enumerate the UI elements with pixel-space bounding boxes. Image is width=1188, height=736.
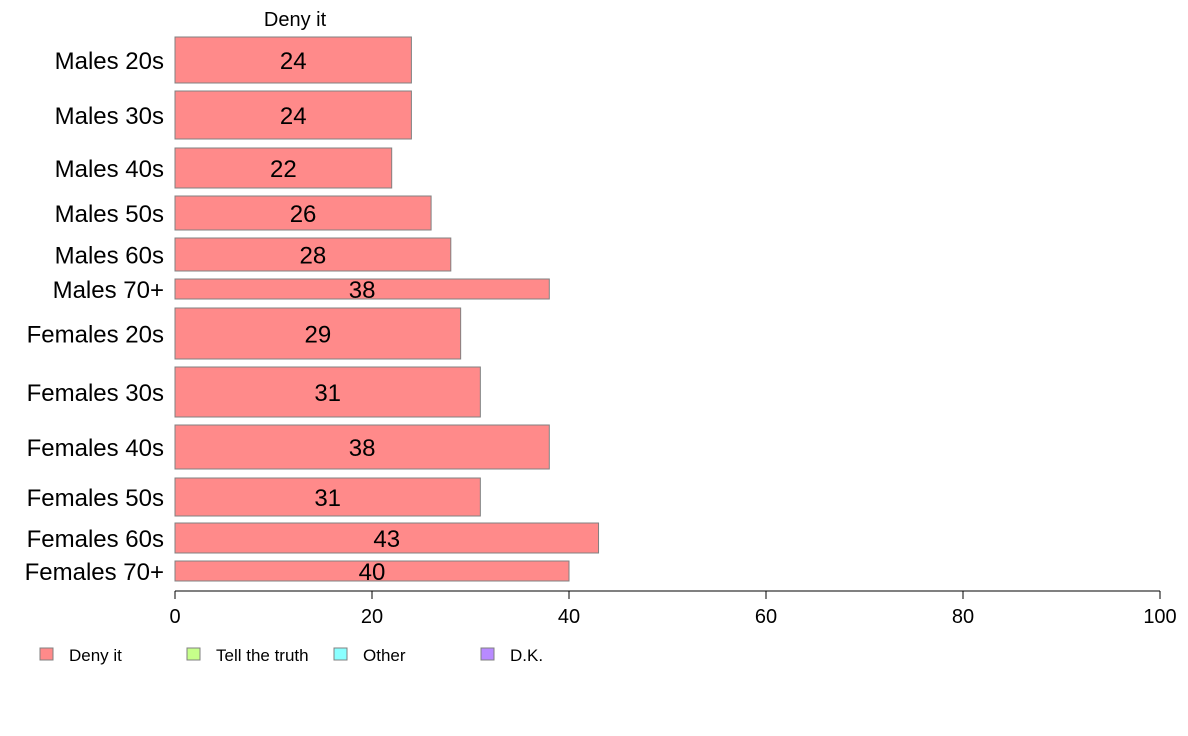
legend-item: D.K. xyxy=(480,646,543,665)
category-label: Females 70+ xyxy=(25,559,164,586)
bar-value-label: 29 xyxy=(304,322,331,349)
bar-10 xyxy=(174,522,600,554)
legend: Deny it Tell the truth Other D.K. xyxy=(39,646,543,665)
bar-7 xyxy=(174,366,481,418)
row-2: Males 40s 22 xyxy=(55,147,393,189)
row-7: Females 30s 31 xyxy=(27,366,481,418)
category-label: Females 20s xyxy=(27,322,164,349)
row-1: Males 30s 24 xyxy=(55,90,412,140)
legend-swatch xyxy=(333,647,348,661)
x-tick-label: 100 xyxy=(1143,606,1176,628)
row-0: Males 20s 24 xyxy=(55,36,412,84)
row-6: Females 20s 29 xyxy=(27,307,462,360)
x-tick-label: 40 xyxy=(558,606,580,628)
bar-value-label: 38 xyxy=(349,435,376,462)
legend-label: Other xyxy=(363,646,406,665)
x-axis: 0 20 40 60 80 100 xyxy=(169,590,1177,628)
legend-swatch xyxy=(186,647,201,661)
bar-8 xyxy=(174,424,550,470)
bar-value-label: 31 xyxy=(314,485,341,512)
category-label: Males 40s xyxy=(55,156,164,183)
x-tick-label: 0 xyxy=(169,606,180,628)
bar-2 xyxy=(174,147,393,189)
bar-6 xyxy=(174,307,462,360)
row-3: Males 50s 26 xyxy=(55,195,432,231)
bar-value-label: 43 xyxy=(373,526,400,553)
bar-value-label: 24 xyxy=(280,103,307,130)
bar-3 xyxy=(174,195,432,231)
bar-value-label: 22 xyxy=(270,156,297,183)
bar-11 xyxy=(174,560,570,582)
legend-label: Deny it xyxy=(69,646,122,665)
legend-item: Other xyxy=(333,646,406,665)
category-label: Males 30s xyxy=(55,103,164,130)
series-label: Deny it xyxy=(264,9,327,31)
category-label: Females 60s xyxy=(27,526,164,553)
category-label: Females 40s xyxy=(27,435,164,462)
bar-1 xyxy=(174,90,412,140)
bar-5 xyxy=(174,278,550,300)
legend-swatch xyxy=(480,647,495,661)
x-tick-label: 80 xyxy=(952,606,974,628)
bar-0 xyxy=(174,36,412,84)
category-label: Males 60s xyxy=(55,243,164,270)
legend-item: Deny it xyxy=(39,646,122,665)
bar-4 xyxy=(174,237,452,272)
x-tick-label: 20 xyxy=(361,606,383,628)
category-label: Females 30s xyxy=(27,380,164,407)
legend-item: Tell the truth xyxy=(186,646,309,665)
row-10: Females 60s 43 xyxy=(27,522,600,554)
chart-rows: Males 20s 24 Males 30s 24 Males 40s 22 Males 5… xyxy=(25,36,600,586)
bar-9 xyxy=(174,477,481,517)
legend-swatch xyxy=(39,647,54,661)
row-8: Females 40s 38 xyxy=(27,424,550,470)
bar-value-label: 38 xyxy=(349,277,376,304)
x-tick-label: 60 xyxy=(755,606,777,628)
row-9: Females 50s 31 xyxy=(27,477,481,517)
category-label: Males 20s xyxy=(55,48,164,75)
bar-value-label: 26 xyxy=(290,201,317,228)
row-11: Females 70+ 40 xyxy=(25,559,570,586)
category-label: Males 70+ xyxy=(53,277,164,304)
bar-value-label: 31 xyxy=(314,380,341,407)
category-label: Females 50s xyxy=(27,485,164,512)
row-5: Males 70+ 38 xyxy=(53,277,550,304)
row-4: Males 60s 28 xyxy=(55,237,452,272)
bar-value-label: 28 xyxy=(300,243,327,270)
legend-label: Tell the truth xyxy=(216,646,309,665)
bar-value-label: 24 xyxy=(280,48,307,75)
legend-label: D.K. xyxy=(510,646,543,665)
category-label: Males 50s xyxy=(55,201,164,228)
bar-value-label: 40 xyxy=(359,559,386,586)
